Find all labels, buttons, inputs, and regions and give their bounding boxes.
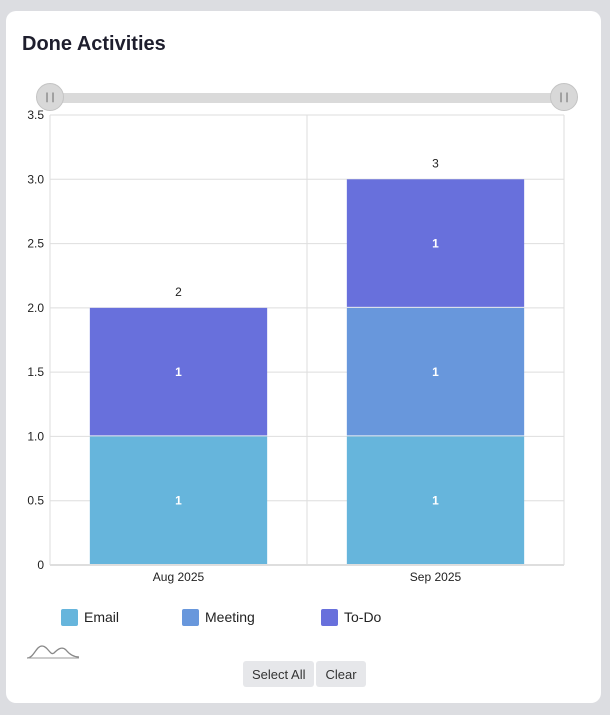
bar-segment-todo[interactable] [89,307,268,436]
y-tick-label: 2.0 [27,301,44,315]
range-slider[interactable]: || || [36,83,578,113]
y-tick-label: 0 [37,558,44,572]
bar-value-label: 1 [175,365,182,379]
legend-item-email[interactable]: Email [61,608,182,626]
chart-title: Done Activities [22,33,166,55]
bar-total-label: 3 [432,156,439,170]
bar-value-label: 1 [432,237,439,251]
chart-card: Done Activities || || 0 0.5 1.0 1.5 2.0 2.5 3.… [6,11,601,703]
y-tick-label: 2.5 [27,237,44,251]
x-tick-label: Aug 2025 [153,570,205,584]
legend-swatch-email [61,608,78,626]
bar-segment-email[interactable] [346,436,525,564]
select-all-button[interactable]: Select All [243,661,315,687]
bar-total-label: 2 [175,285,182,299]
stacked-bar-chart: 0 0.5 1.0 1.5 2.0 2.5 3.0 3.5 1 1 2 Aug 2025 1 1 1 3 Sep… [27,108,565,584]
y-tick-label: 1.5 [27,365,44,379]
bar-value-label: 1 [432,494,439,508]
legend: Email Meeting To-Do [61,607,381,627]
sparkline-icon [26,645,80,659]
bar-value-label: 1 [432,365,439,379]
legend-label-meeting: Meeting [205,609,255,625]
slider-track[interactable] [48,93,566,103]
slider-handle-left[interactable]: || [36,83,64,111]
y-tick-label: 3.0 [27,172,44,186]
legend-label-todo: To-Do [344,609,382,625]
legend-swatch-meeting [182,608,199,626]
legend-label-email: Email [84,609,120,625]
y-tick-label: 0.5 [27,494,44,508]
legend-item-todo[interactable]: To-Do [321,608,382,626]
legend-item-meeting[interactable]: Meeting [182,608,321,626]
button-group: Select All Clear [243,661,366,687]
clear-button[interactable]: Clear [316,661,366,687]
y-tick-label: 3.5 [27,108,44,122]
bar-segment-meeting[interactable] [346,307,525,436]
bar-segment-todo[interactable] [346,179,525,307]
slider-handle-right[interactable]: || [550,83,578,111]
x-tick-label: Sep 2025 [410,570,462,584]
bar-value-label: 1 [175,494,182,508]
bar-segment-email[interactable] [89,436,268,564]
y-tick-label: 1.0 [27,429,44,443]
legend-swatch-todo [321,608,338,626]
